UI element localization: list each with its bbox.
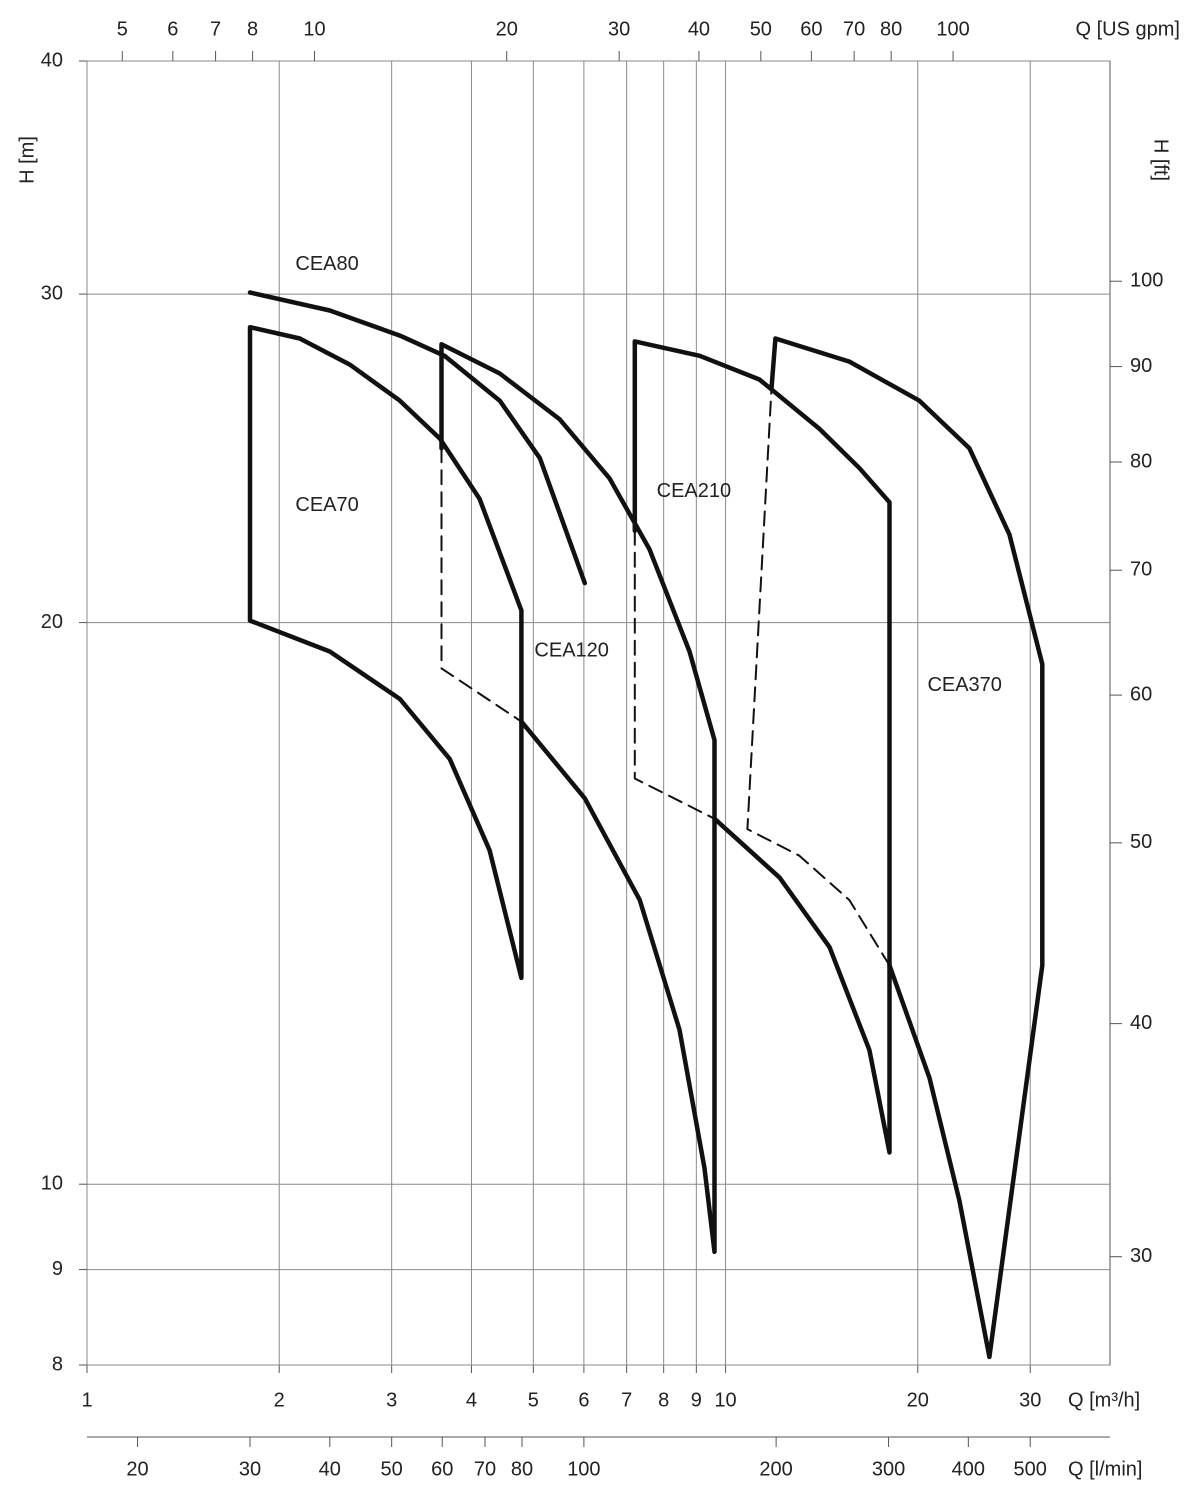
y2-axis-label: H [ft] [1150,139,1172,181]
pump-curve [769,336,1045,1360]
bottom2-tick-label: 400 [952,1458,985,1480]
x-tick-label: 5 [528,1389,539,1411]
bottom2-tick-label: 60 [431,1458,453,1480]
bottom2-tick-label: 20 [126,1458,148,1480]
pump-curve [247,290,588,586]
curve-label: CEA120 [534,640,609,662]
curve-label: CEA210 [657,480,732,502]
top-tick-label: 50 [750,18,772,40]
top-tick-label: 8 [247,18,258,40]
plot-frame [86,60,1111,1366]
y2-tick-label: 50 [1130,831,1152,853]
y-tick-label: 10 [41,1172,63,1194]
y-tick-label: 8 [52,1353,63,1375]
bottom2-tick-label: 500 [1014,1458,1047,1480]
y-tick-label: 9 [52,1258,63,1280]
pump-curve [247,324,524,981]
x-axis-label: Q [m³/h] [1068,1389,1140,1411]
dashed-curve [746,387,891,967]
y2-tick-label: 80 [1130,450,1152,472]
top-tick-label: 20 [496,18,518,40]
x-tick-label: 30 [1019,1389,1041,1411]
top-tick-label: 60 [800,18,822,40]
y-tick-label: 20 [41,611,63,633]
y2-tick-label: 60 [1130,683,1152,705]
y2-tick-label: 40 [1130,1012,1152,1034]
x-tick-label: 4 [466,1389,477,1411]
curve-label: CEA70 [295,494,358,516]
top-tick-label: 7 [210,18,221,40]
x-tick-label: 7 [621,1389,632,1411]
top-tick-label: 6 [167,18,178,40]
x-tick-label: 3 [386,1389,397,1411]
pump-curve [439,341,717,1255]
x-tick-label: 1 [81,1389,92,1411]
bottom2-tick-label: 200 [759,1458,792,1480]
dashed-curve [440,447,523,723]
x-tick-label: 6 [578,1389,589,1411]
y2-tick-label: 90 [1130,355,1152,377]
top-tick-label: 80 [880,18,902,40]
bottom2-tick-label: 70 [474,1458,496,1480]
y-axis-label: H [m] [16,136,38,184]
top-tick-label: 30 [608,18,630,40]
bottom2-tick-label: 100 [567,1458,600,1480]
bottom2-tick-label: 300 [872,1458,905,1480]
y2-tick-label: 30 [1130,1245,1152,1267]
bottom2-tick-label: 30 [239,1458,261,1480]
pump-curve [632,339,892,1155]
bottom2-tick-label: 80 [511,1458,533,1480]
curve-label: CEA370 [927,674,1002,696]
y-tick-label: 40 [41,49,63,71]
y2-tick-label: 100 [1130,270,1163,292]
y2-tick-label: 70 [1130,558,1152,580]
dashed-curve [633,529,716,820]
top-tick-label: 100 [936,18,969,40]
bottom2-tick-label: 40 [319,1458,341,1480]
curve-label: CEA80 [295,253,358,275]
top-tick-label: 10 [303,18,325,40]
top-tick-label: 70 [843,18,865,40]
x-tick-label: 2 [274,1389,285,1411]
bottom2-axis-label: Q [l/min] [1068,1458,1142,1480]
x-tick-label: 8 [658,1389,669,1411]
x-tick-label: 20 [907,1389,929,1411]
x-tick-label: 9 [691,1389,702,1411]
bottom2-tick-label: 50 [381,1458,403,1480]
top-tick-label: 40 [688,18,710,40]
top-tick-label: 5 [117,18,128,40]
top-axis-label: Q [US gpm] [1076,18,1180,40]
x-tick-label: 10 [714,1389,736,1411]
y-tick-label: 30 [41,282,63,304]
